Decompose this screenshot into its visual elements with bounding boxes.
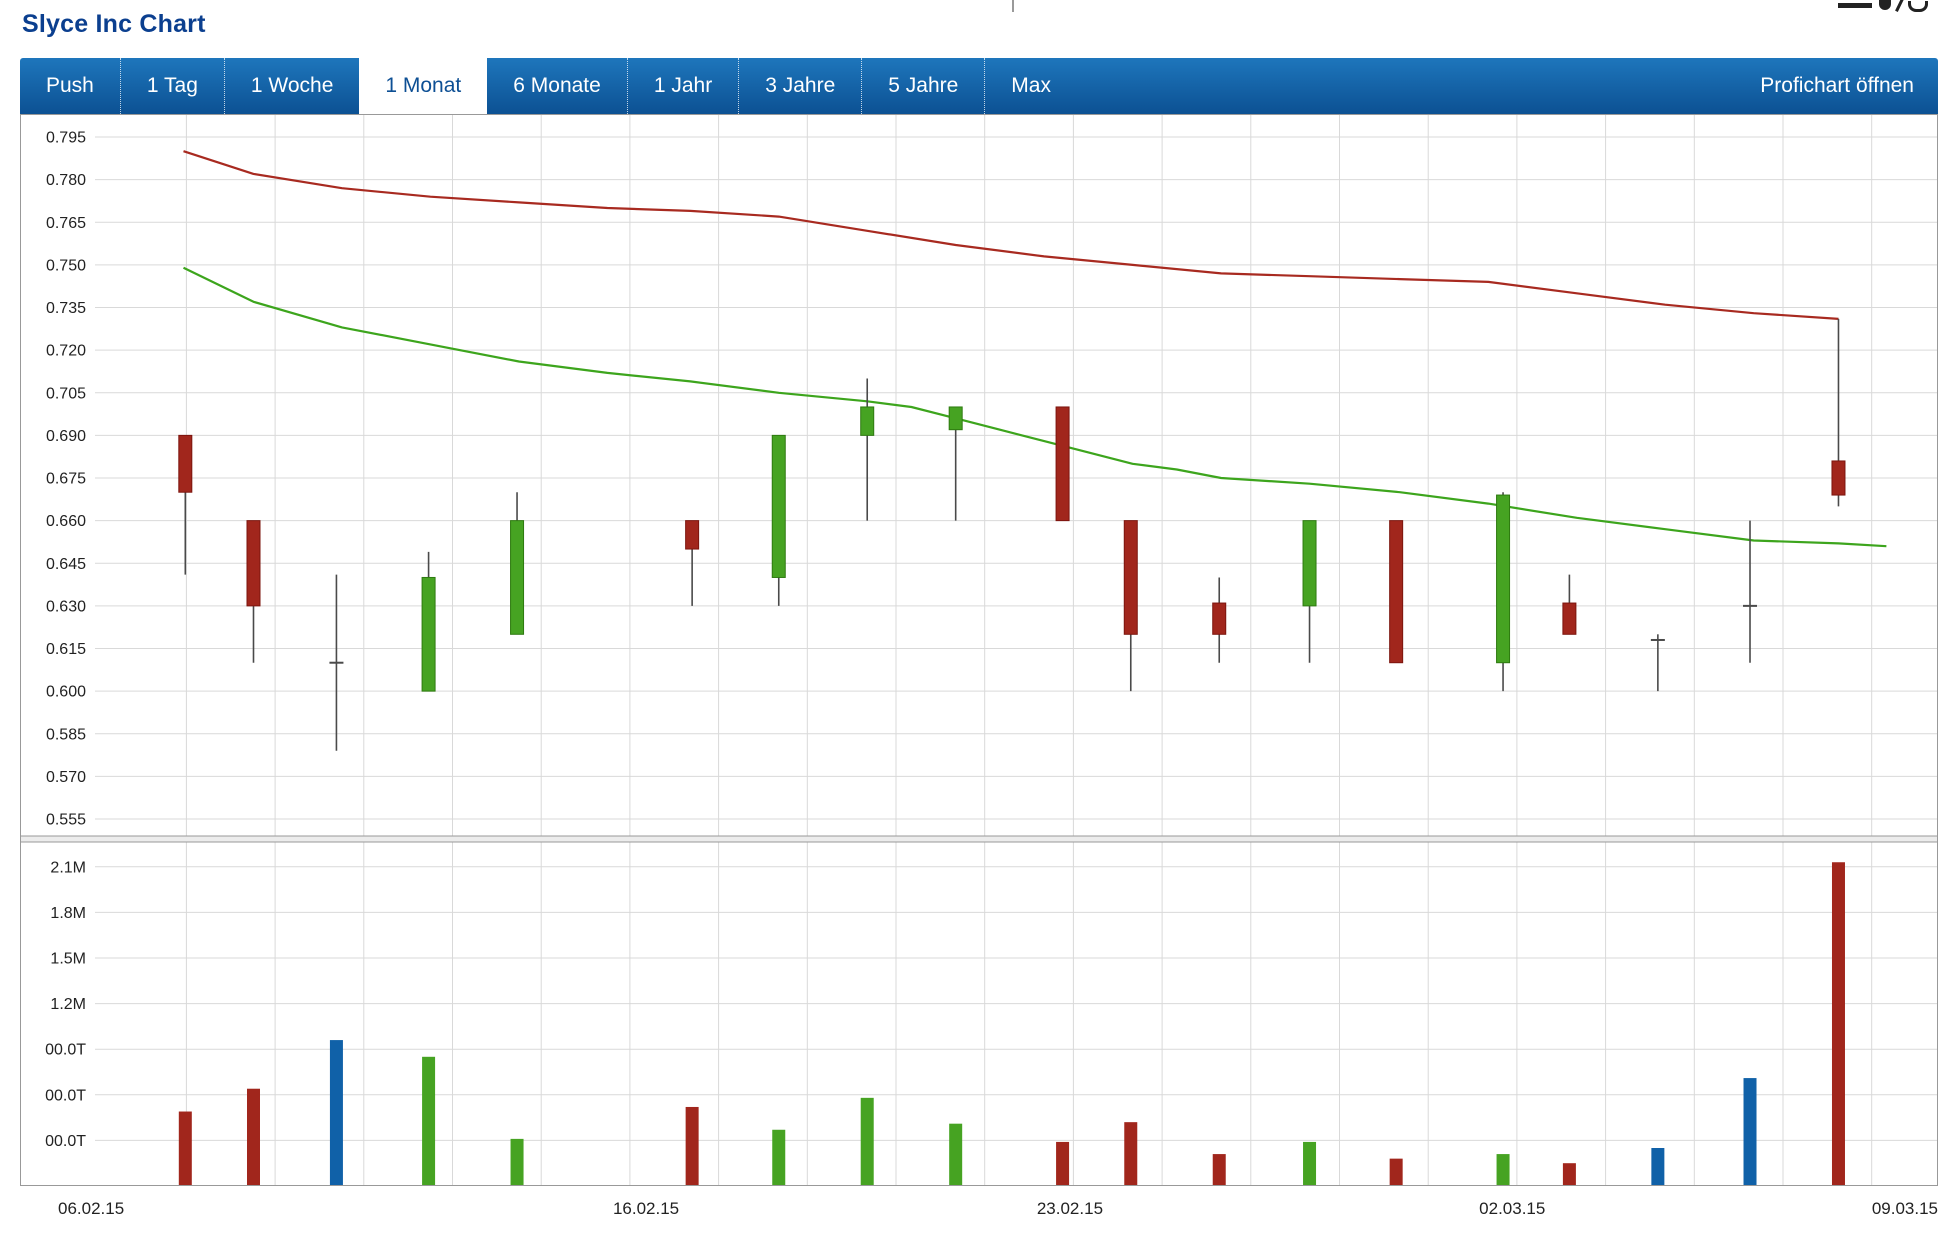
tab-max[interactable]: Max: [984, 58, 1077, 114]
candle-body: [1831, 460, 1846, 496]
volume-bar: [1124, 1122, 1138, 1185]
candle-body: [1123, 520, 1138, 635]
tab-6-monate[interactable]: 6 Monate: [513, 74, 601, 97]
candle-body: [246, 520, 261, 607]
volume-bar: [246, 1088, 260, 1185]
candle-body: [510, 520, 525, 635]
candle-body: [771, 434, 786, 578]
cropped-glyph: [1895, 0, 1904, 12]
candle-body: [178, 434, 193, 493]
chart-range-toolbar: Push 1 Tag 1 Woche 1 Monat 6 Monate 1 Jahr 3 J…: [20, 49, 1938, 114]
volume-bar: [422, 1056, 436, 1185]
price-tick-label: 0.585: [46, 726, 86, 743]
cropped-content-artifact: [1012, 0, 1014, 12]
chart-area: 0.795 0.780 0.765 0.750 0.735 0.720 0.705 0.690…: [20, 114, 1940, 1234]
volume-bar: [1651, 1148, 1665, 1185]
volume-tick-label: 1.5M: [50, 951, 86, 968]
volume-bar: [1212, 1154, 1226, 1185]
volume-bar: [1562, 1163, 1576, 1185]
price-tick-label: 0.765: [46, 215, 86, 232]
volume-tick-label: 2.1M: [50, 859, 86, 876]
panel-divider: [20, 836, 1938, 842]
price-tick-label: 0.780: [46, 172, 86, 189]
volume-bar: [1496, 1154, 1510, 1185]
tab-1-tag[interactable]: 1 Tag: [119, 58, 224, 114]
candle-body: [948, 406, 963, 431]
volume-bars: [178, 862, 1845, 1185]
price-tick-label: 0.615: [46, 641, 86, 658]
volume-bar: [1743, 1078, 1757, 1185]
volume-bar: [1056, 1141, 1070, 1185]
price-tick-label: 0.690: [46, 428, 86, 445]
volume-tick-label: 00.0T: [45, 1133, 86, 1150]
tab-1-monat[interactable]: 1 Monat: [359, 49, 488, 114]
axis-labels: 0.795 0.780 0.765 0.750 0.735 0.720 0.705 0.690…: [45, 130, 1938, 1219]
volume-tick-label: 00.0T: [45, 1042, 86, 1059]
volume-bar: [1303, 1141, 1317, 1185]
tab-3-jahre[interactable]: 3 Jahre: [738, 58, 861, 114]
tab-1-jahr[interactable]: 1 Jahr: [626, 58, 738, 114]
date-axis-label: 16.02.15: [613, 1199, 679, 1218]
cropped-content-artifact: [1838, 0, 1928, 12]
gridlines: [95, 115, 1938, 1186]
volume-bar: [772, 1129, 786, 1185]
volume-bar: [1831, 862, 1845, 1185]
chart-border: [20, 114, 1938, 1186]
page-title: Slyce Inc Chart: [22, 10, 206, 38]
profichart-open-link[interactable]: Profichart öffnen: [1760, 74, 1914, 97]
price-tick-label: 0.720: [46, 343, 86, 360]
volume-bar: [329, 1040, 343, 1185]
price-tick-label: 0.705: [46, 385, 86, 402]
volume-bar: [860, 1097, 874, 1185]
cropped-glyph: [1908, 1, 1928, 12]
volume-bar: [1389, 1158, 1403, 1185]
volume-tick-label: 1.2M: [50, 996, 86, 1013]
price-tick-label: 0.630: [46, 598, 86, 615]
tab-1-woche[interactable]: 1 Woche: [223, 58, 360, 114]
volume-bar: [949, 1123, 963, 1185]
tab-push[interactable]: Push: [46, 74, 94, 97]
stock-chart-svg: 0.795 0.780 0.765 0.750 0.735 0.720 0.705 0.690…: [20, 114, 1940, 1234]
volume-bar: [510, 1138, 524, 1185]
candle-body: [1212, 602, 1227, 635]
date-axis-label: 06.02.15: [58, 1199, 124, 1218]
candle-body: [421, 576, 436, 692]
candle-body: [1562, 602, 1577, 635]
price-tick-label: 0.600: [46, 684, 86, 701]
price-tick-label: 0.660: [46, 513, 86, 530]
volume-tick-label: 1.8M: [50, 905, 86, 922]
volume-bar: [178, 1111, 192, 1185]
price-tick-label: 0.675: [46, 471, 86, 488]
cropped-glyph: [1879, 0, 1891, 10]
candle-body: [685, 520, 700, 550]
volume-bar: [685, 1106, 699, 1185]
candle-body: [1302, 520, 1317, 607]
tab-5-jahre[interactable]: 5 Jahre: [861, 58, 984, 114]
range-tabs: Push 1 Tag 1 Woche 1 Monat 6 Monate 1 Jahr 3 J…: [20, 49, 1077, 114]
candle-body: [1496, 494, 1511, 664]
date-axis-label: 09.03.15: [1872, 1199, 1938, 1218]
candle-body: [1055, 406, 1070, 522]
date-axis-label: 23.02.15: [1037, 1199, 1103, 1218]
price-tick-label: 0.570: [46, 769, 86, 786]
price-tick-label: 0.735: [46, 300, 86, 317]
price-tick-label: 0.555: [46, 812, 86, 829]
volume-tick-label: 00.0T: [45, 1087, 86, 1104]
candle-body: [1389, 520, 1404, 664]
price-tick-label: 0.795: [46, 130, 86, 147]
candle-body: [860, 406, 875, 436]
ma-line-green: [183, 266, 1887, 548]
price-tick-label: 0.750: [46, 257, 86, 274]
candles: [178, 318, 1846, 751]
price-tick-label: 0.645: [46, 556, 86, 573]
date-axis-label: 02.03.15: [1479, 1199, 1545, 1218]
ma-line-red: [183, 150, 1839, 320]
cropped-glyph: [1838, 3, 1872, 8]
